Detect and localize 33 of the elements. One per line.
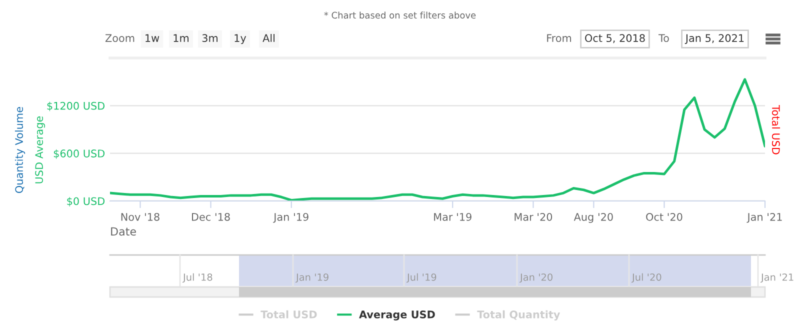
- y-tick-label: $600 USD: [54, 149, 105, 159]
- y2-axis-title: Total USD: [772, 105, 780, 154]
- x-tick-label: Jan '21: [746, 212, 782, 223]
- text: Jul '18: [182, 273, 212, 283]
- x-tick-label: Aug '20: [574, 212, 613, 223]
- text: Jul '20: [631, 273, 662, 283]
- text: 1m: [174, 34, 189, 42]
- text: All: [262, 34, 274, 42]
- x-tick-label: Mar '19: [434, 212, 472, 221]
- y-axis-title: USD Average: [35, 116, 46, 184]
- text: To: [658, 34, 669, 42]
- chart-title: * Chart based on set filters above: [324, 12, 476, 19]
- text: Oct 5, 2018: [585, 34, 645, 44]
- text: 1y: [234, 34, 246, 44]
- text: Zoom: [105, 34, 134, 42]
- x-tick-label: Jan '19: [273, 212, 308, 223]
- x-tick-label: Nov '18: [121, 212, 160, 221]
- legend-label: Average USD: [359, 310, 435, 320]
- text: From: [547, 34, 572, 42]
- text: 1w: [146, 34, 160, 42]
- text: Jan 5, 2021: [684, 34, 744, 44]
- y-tick-label: $0 USD: [67, 197, 105, 206]
- x-tick-label: Dec '18: [192, 212, 230, 221]
- text: Jan '19: [295, 273, 328, 283]
- x-tick-label: Mar '20: [514, 212, 552, 221]
- text: Jan '21: [760, 273, 794, 283]
- y-tick-label: $1200 USD: [47, 102, 105, 112]
- text: Jan '20: [519, 273, 552, 283]
- y3-axis-title: Quantity Volume: [14, 107, 26, 193]
- x-tick-label: Oct '20: [646, 212, 682, 221]
- text: Jul '19: [406, 273, 436, 283]
- x-axis-title: Date: [111, 227, 136, 236]
- text: 3m: [202, 34, 218, 42]
